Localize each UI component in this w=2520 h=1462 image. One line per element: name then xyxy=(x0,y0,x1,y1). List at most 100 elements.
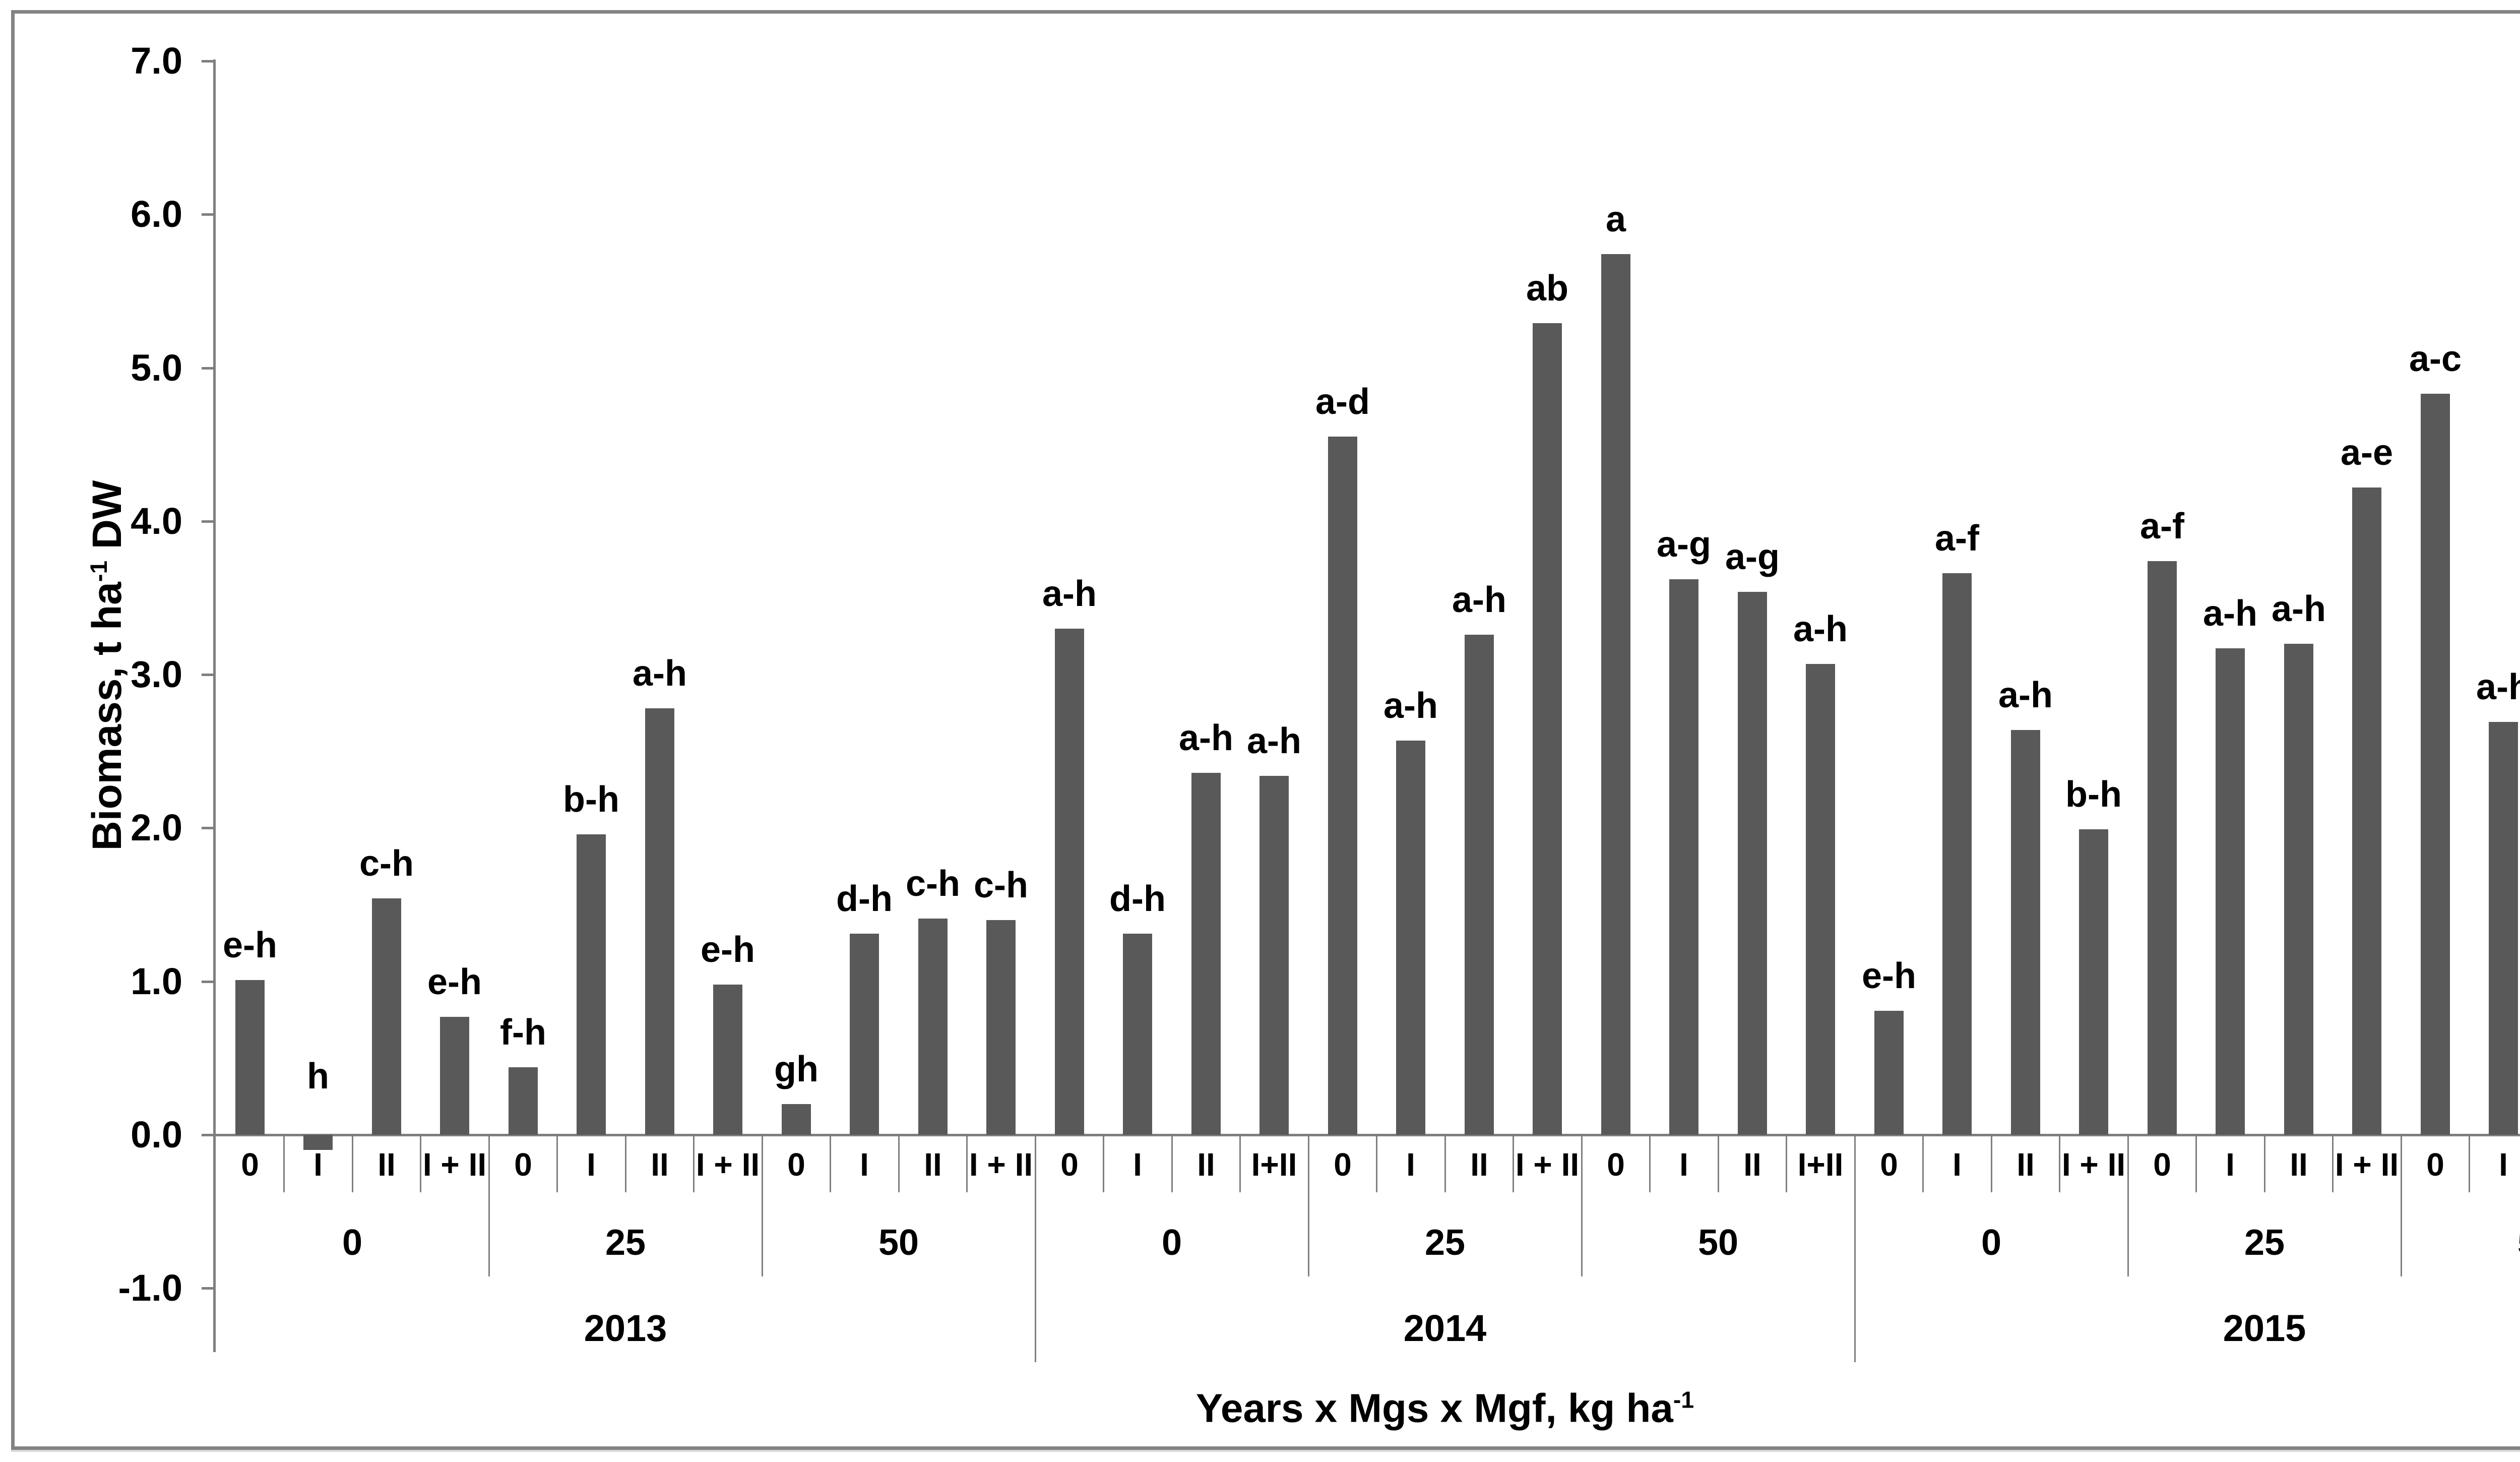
y-axis-tick xyxy=(202,367,216,370)
bar xyxy=(1259,776,1289,1135)
mgf-category-label: 0 xyxy=(1607,1146,1625,1183)
figure-border xyxy=(11,10,2520,1450)
bar-sig-label: b-h xyxy=(2065,774,2122,815)
bar xyxy=(918,919,948,1135)
bar xyxy=(1191,773,1221,1135)
bar-sig-label: e-h xyxy=(223,925,277,965)
y-tick-label: 0.0 xyxy=(131,1114,182,1155)
mgf-category-label: II xyxy=(1197,1146,1215,1183)
mgf-category-label: 0 xyxy=(1880,1146,1898,1183)
mgs-separator xyxy=(1308,1135,1309,1276)
y-axis-tick xyxy=(202,1287,216,1290)
mgs-category-label: 0 xyxy=(1161,1223,1182,1263)
bar xyxy=(1396,741,1425,1135)
bar xyxy=(986,920,1016,1135)
y-tick-label: 7.0 xyxy=(131,40,182,82)
bar xyxy=(1328,437,1357,1135)
mgf-category-label: II xyxy=(1743,1146,1761,1183)
mgs-separator xyxy=(1581,1135,1583,1276)
bar xyxy=(1055,629,1084,1135)
mgf-category-label: I + II xyxy=(969,1146,1033,1183)
y-tick-label: 4.0 xyxy=(131,500,182,542)
mgf-separator xyxy=(1649,1135,1651,1192)
mgs-category-label: 25 xyxy=(605,1223,646,1263)
y-axis-tick xyxy=(202,674,216,676)
mgf-separator xyxy=(1444,1135,1446,1192)
y-tick-label: -1.0 xyxy=(118,1267,182,1309)
bar-sig-label: d-h xyxy=(836,879,893,919)
y-axis-line xyxy=(213,59,216,1352)
bar xyxy=(713,985,742,1135)
bar-sig-label: f-h xyxy=(500,1012,546,1053)
mgf-category-label: I xyxy=(1952,1146,1962,1183)
bar xyxy=(1533,323,1562,1135)
bar xyxy=(2352,488,2381,1135)
bar xyxy=(2284,644,2313,1135)
mgs-separator xyxy=(2401,1135,2402,1276)
bar xyxy=(303,1135,333,1150)
bar xyxy=(1123,934,1152,1135)
bar xyxy=(2216,648,2245,1135)
x-axis-title-text: Years x Mgs x Mgf, kg ha xyxy=(1195,1385,1673,1431)
mgs-category-label: 50 xyxy=(1697,1223,1739,1263)
mgf-category-label: I xyxy=(1133,1146,1142,1183)
mgf-category-label: 0 xyxy=(1060,1146,1079,1183)
mgf-separator xyxy=(898,1135,900,1192)
bar xyxy=(1465,635,1494,1135)
bar xyxy=(440,1017,469,1135)
mgf-category-label: 0 xyxy=(2153,1146,2171,1183)
y-tick-label: 2.0 xyxy=(131,807,182,848)
bar xyxy=(235,980,265,1135)
mgf-category-label: I + II xyxy=(422,1146,487,1183)
mgf-separator xyxy=(2332,1135,2334,1192)
mgs-category-label: 50 xyxy=(2517,1225,2520,1261)
mgf-category-label: 0 xyxy=(241,1146,259,1183)
mgf-separator xyxy=(2195,1135,2197,1192)
mgf-category-label: II xyxy=(924,1146,942,1183)
mgf-category-label: II xyxy=(2290,1146,2308,1183)
mgf-separator xyxy=(830,1135,831,1192)
mgf-separator xyxy=(2469,1135,2470,1192)
bar-sig-label: c-h xyxy=(906,864,960,904)
bar xyxy=(1942,573,1972,1135)
bar xyxy=(2421,394,2450,1135)
bar xyxy=(577,834,606,1135)
mgf-category-label: 0 xyxy=(2426,1146,2444,1183)
bar-sig-label: a-h xyxy=(633,653,687,694)
mgf-separator xyxy=(1991,1135,1992,1192)
bar-sig-label: a-h xyxy=(1452,580,1506,620)
mgf-category-label: 0 xyxy=(514,1146,532,1183)
bar xyxy=(850,934,879,1135)
mgf-category-label: I + II xyxy=(2061,1146,2126,1183)
x-axis-line xyxy=(213,1134,2520,1136)
bar xyxy=(1874,1011,1904,1135)
y-axis-tick xyxy=(202,827,216,829)
y-tick-label: 6.0 xyxy=(131,193,182,235)
y-axis-tick xyxy=(202,213,216,216)
bar-sig-label: a-h xyxy=(1998,675,2053,715)
bar xyxy=(1669,579,1698,1135)
bar-sig-label: d-h xyxy=(1109,879,1166,919)
bar-sig-label: a-g xyxy=(1657,524,1711,565)
mgf-separator xyxy=(1718,1135,1719,1192)
bar xyxy=(2148,561,2177,1135)
bar-sig-label: a-e xyxy=(2340,433,2393,473)
y-tick-label: 3.0 xyxy=(131,653,182,695)
mgf-category-label: I xyxy=(313,1146,323,1183)
year-category-label: 2013 xyxy=(584,1307,667,1349)
x-axis-title-superscript: -1 xyxy=(1673,1386,1694,1413)
mgf-separator xyxy=(693,1135,695,1192)
mgf-category-label: I + II xyxy=(1515,1146,1580,1183)
bar-sig-label: e-h xyxy=(1862,956,1916,996)
mgf-separator xyxy=(1786,1135,1787,1192)
mgf-separator xyxy=(1376,1135,1377,1192)
mgf-category-label: I xyxy=(1679,1146,1688,1183)
bar-sig-label: a-f xyxy=(1935,518,1979,559)
bar xyxy=(2079,829,2108,1135)
mgf-separator xyxy=(2059,1135,2060,1192)
mgf-category-label: I+II xyxy=(1797,1146,1844,1183)
bar-sig-label: a-h xyxy=(2203,593,2257,634)
y-tick-label: 5.0 xyxy=(131,347,182,389)
bar-sig-label: a-h xyxy=(1793,609,1848,649)
